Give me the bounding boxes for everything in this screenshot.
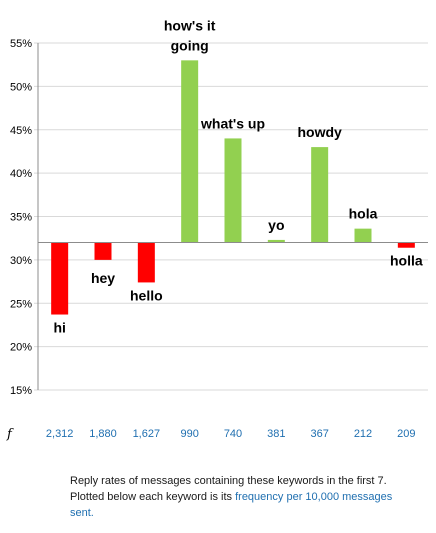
bar-label: yo xyxy=(268,217,284,233)
caption-text: Reply rates of messages containing these… xyxy=(70,475,387,503)
bar-label: going xyxy=(171,37,209,53)
frequency-label: 212 xyxy=(354,428,372,440)
bar xyxy=(224,138,242,243)
frequency-label: 1,880 xyxy=(89,428,117,440)
bar-label: what's up xyxy=(200,115,265,131)
frequency-labels: 2,312 1,880 1,627 990 740 381 367 212 209 xyxy=(46,428,416,440)
bar xyxy=(311,147,329,243)
bar-label: hola xyxy=(349,206,378,222)
y-tick-label: 55% xyxy=(10,38,32,50)
bar xyxy=(137,242,155,283)
bar xyxy=(51,242,69,315)
bar-label: how's it xyxy=(164,17,216,33)
frequency-label: 2,312 xyxy=(46,428,74,440)
bar xyxy=(267,239,285,243)
y-tick-label: 30% xyxy=(10,255,32,267)
bar xyxy=(94,242,112,260)
y-tick-label: 25% xyxy=(10,298,32,310)
caption-highlight: frequency per 10,000 messages sent. xyxy=(70,491,393,519)
y-tick-label: 50% xyxy=(10,81,32,93)
y-tick-label: 35% xyxy=(10,212,32,224)
frequency-axis-label: f xyxy=(6,427,14,442)
bar xyxy=(354,228,372,243)
bar-label: howdy xyxy=(297,124,342,140)
frequency-label: 209 xyxy=(397,428,415,440)
bar-label: hi xyxy=(53,320,65,336)
frequency-label: 367 xyxy=(310,428,328,440)
chart-caption: Reply rates of messages containing these… xyxy=(70,473,400,521)
frequency-label: 990 xyxy=(180,428,198,440)
bar-chart: 15% 20% 25% 30% 35% 40% 45% 50% 55% hi hey hello ho… xyxy=(6,17,428,442)
bar xyxy=(181,60,199,243)
y-axis-ticks: 15% 20% 25% 30% 35% 40% 45% 50% 55% xyxy=(10,38,32,397)
keyword-labels: hi hey hello how's it going what's up yo howdy h… xyxy=(53,17,422,335)
y-tick-label: 15% xyxy=(10,385,32,397)
frequency-label: 1,627 xyxy=(133,428,161,440)
frequency-label: 381 xyxy=(267,428,285,440)
y-tick-label: 40% xyxy=(10,168,32,180)
bar xyxy=(397,242,415,248)
bar-label: hello xyxy=(130,287,163,303)
y-tick-label: 20% xyxy=(10,342,32,354)
bar-label: holla xyxy=(390,253,423,269)
y-tick-label: 45% xyxy=(10,125,32,137)
bars xyxy=(51,60,415,315)
bar-label: hey xyxy=(91,270,115,286)
frequency-label: 740 xyxy=(224,428,242,440)
